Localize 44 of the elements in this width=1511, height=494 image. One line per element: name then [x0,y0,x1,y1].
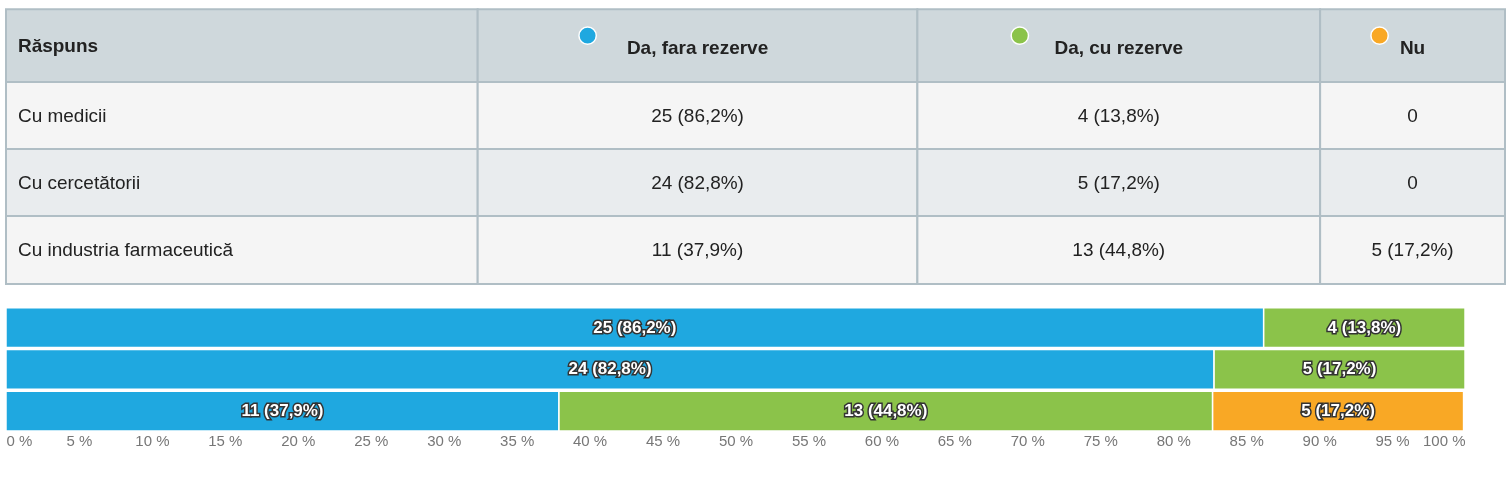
x-tick-label: 40 % [573,432,608,450]
x-tick-label: 95 % [1375,432,1410,450]
x-tick-label: 25 % [354,432,389,450]
legend-label: Nu [1399,36,1426,58]
x-tick-label: 45 % [645,432,681,450]
legend-label: Da, cu rezerve [1054,36,1184,58]
text: 11 (37,9%) [651,238,744,260]
legend-title: Răspuns [17,34,99,56]
text: Cu cercetătorii [17,171,141,193]
x-tick-label: 100 % [1423,432,1466,450]
x-tick-label: 30 % [427,432,462,450]
x-tick-label: 55 % [791,432,827,450]
x-tick-label: 5 % [66,432,93,450]
x-tick-label: 50 % [718,432,754,450]
x-tick-label: 15 % [208,432,243,450]
x-tick-label: 65 % [937,432,972,450]
text: 0 [1407,171,1418,193]
data-label: 11 (37,9%) [241,401,324,421]
x-tick-label: 0 % [6,432,33,450]
text: 24 (82,8%) [651,171,744,193]
data-label: 5 (17,2%) [1301,401,1375,421]
text: Cu industria farmaceutică [17,238,234,260]
text: 5 (17,2%) [1077,171,1160,193]
data-label: 5 (17,2%) [1302,359,1377,379]
data-label: 13 (44,8%) [844,401,928,421]
x-tick-label: 20 % [281,432,316,450]
text: 0 [1407,104,1418,126]
data-label: 24 (82,8%) [568,359,652,379]
x-tick-label: 35 % [500,432,535,450]
text: 13 (44,8%) [1072,238,1166,260]
legend-label: Da, fara rezerve [626,36,769,58]
data-label: 25 (86,2%) [593,317,677,337]
x-tick-label: 60 % [864,432,899,450]
x-tick-label: 70 % [1010,432,1045,450]
x-tick-label: 90 % [1302,432,1337,450]
text: 5 (17,2%) [1371,238,1454,260]
text: 4 (13,8%) [1077,104,1160,126]
x-tick-label: 85 % [1229,432,1264,450]
x-tick-label: 80 % [1156,432,1191,450]
text: 25 (86,2%) [651,104,744,126]
data-label: 4 (13,8%) [1327,317,1402,337]
x-tick-label: 10 % [135,432,170,450]
text: Cu medicii [17,104,107,126]
x-tick-label: 75 % [1083,432,1118,450]
